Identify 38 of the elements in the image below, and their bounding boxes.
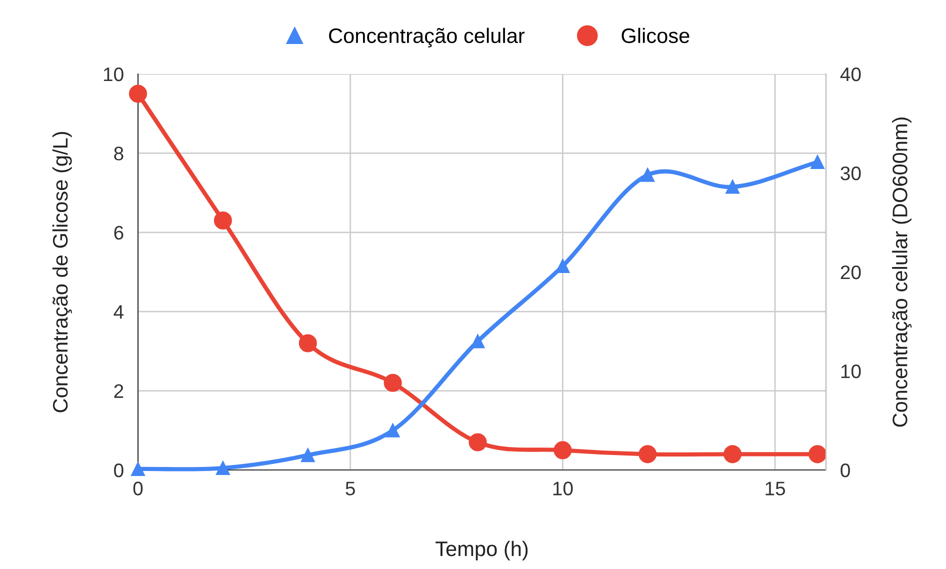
y-tick-label: 10 xyxy=(104,67,124,82)
point xyxy=(131,462,145,476)
y-axis-title: Concentração de Glicose (g/L) xyxy=(52,132,72,412)
x-axis-title: Tempo (h) xyxy=(436,540,528,560)
point xyxy=(298,334,317,352)
y-tick-label: 4 xyxy=(114,305,124,319)
y2-tick-label: 30 xyxy=(840,166,861,180)
point xyxy=(214,211,232,230)
point xyxy=(470,334,485,348)
point xyxy=(638,445,657,464)
x-tick-label: 5 xyxy=(346,482,355,496)
point xyxy=(640,168,655,182)
point xyxy=(216,461,230,475)
point xyxy=(468,433,487,452)
y-tick-label: 0 xyxy=(114,463,124,478)
point xyxy=(384,374,402,392)
legend-label: Glicose xyxy=(622,28,690,44)
y2-tick-label: 20 xyxy=(840,265,861,280)
y-tick-label: 8 xyxy=(114,146,124,160)
legend-label: Concentração celular xyxy=(329,28,525,48)
point xyxy=(300,448,315,462)
x-tick-label: 0 xyxy=(133,482,143,496)
y2-axis-title: Concentração celular (DO600nm) xyxy=(892,118,912,427)
point xyxy=(724,445,742,464)
point xyxy=(808,445,827,464)
point xyxy=(554,441,572,460)
y-tick-label: 2 xyxy=(114,384,124,398)
y2-tick-label: 10 xyxy=(841,364,861,378)
point xyxy=(810,155,824,170)
y2-tick-label: 40 xyxy=(840,67,861,82)
x-tick-label: 10 xyxy=(553,482,573,496)
point xyxy=(386,423,400,438)
point xyxy=(556,259,570,274)
x-tick-label: 15 xyxy=(766,482,786,496)
point xyxy=(128,84,148,103)
y2-tick-label: 0 xyxy=(840,463,850,478)
y-tick-label: 6 xyxy=(114,226,124,240)
point xyxy=(726,180,740,194)
